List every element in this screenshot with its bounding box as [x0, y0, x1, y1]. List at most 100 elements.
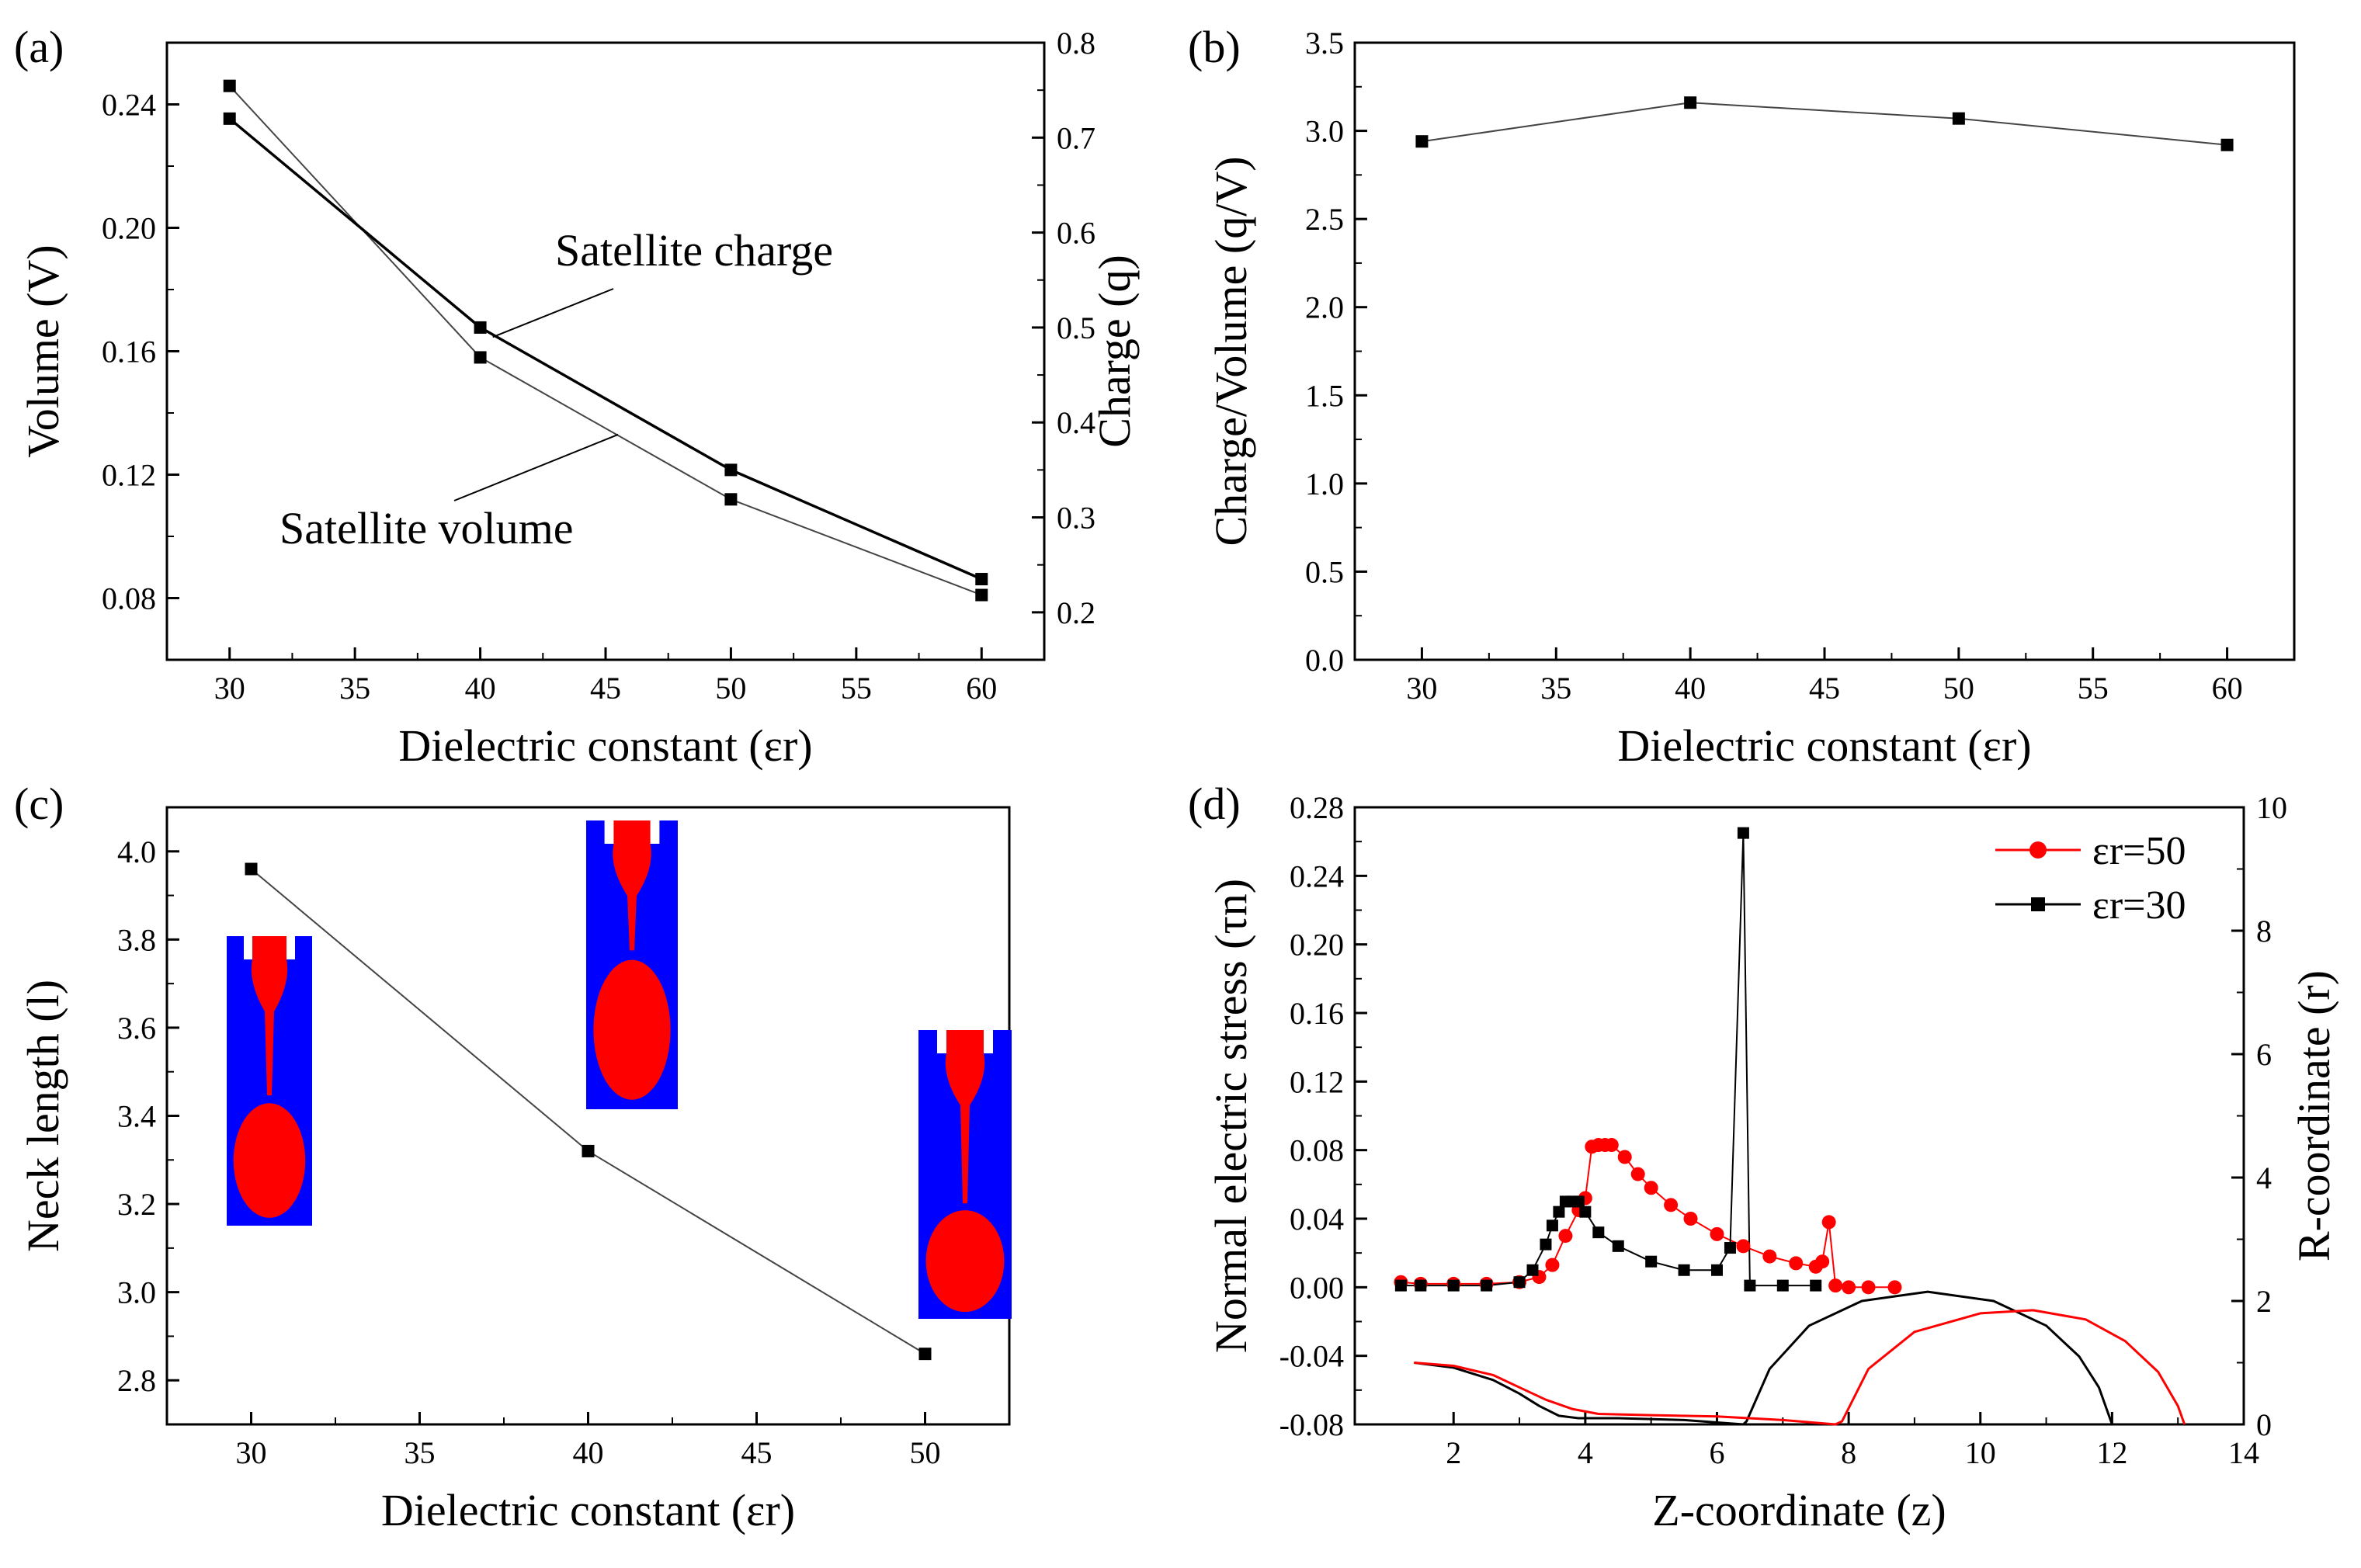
er30-point — [1592, 1226, 1605, 1239]
er50-point — [1683, 1212, 1698, 1226]
er30-point — [1513, 1276, 1526, 1289]
y-tick-label: 0.16 — [102, 335, 156, 369]
ratio-point — [1415, 135, 1429, 148]
y-tick-label: 0.08 — [102, 581, 156, 616]
legend-marker-square — [2031, 897, 2045, 911]
x-tick-label: 2 — [1446, 1435, 1461, 1470]
charge-point — [975, 573, 988, 586]
y-tick-label: 3.8 — [117, 922, 156, 957]
x-tick-label: 14 — [2228, 1435, 2259, 1470]
x-tick-label: 35 — [339, 671, 370, 706]
panel-c: (c) 30 35 40 45 50 2.8 3.0 3.2 3.4 3.6 3.8 4.0 Diele… — [14, 779, 1012, 1535]
er50-point — [1736, 1239, 1751, 1254]
inset-fluid-in-nozzle — [613, 820, 651, 844]
er50-point — [1604, 1138, 1619, 1153]
panel-c-letter: (c) — [14, 779, 64, 829]
er30-point — [1553, 1205, 1565, 1218]
y2-tick-label: 4 — [2256, 1160, 2272, 1195]
x-tick-label: 40 — [1675, 671, 1706, 706]
y2-tick-label: 0.8 — [1057, 26, 1095, 61]
inset-jet-neck — [251, 959, 288, 1096]
panel-a: (a) 30 35 40 45 50 55 60 0.08 0.12 0.16 0.20 0.24 0.… — [14, 22, 1140, 771]
er50-point — [1644, 1181, 1658, 1195]
x-axis-title: Z-coordinate (z) — [1652, 1485, 1946, 1535]
x-tick-label: 6 — [1709, 1435, 1724, 1470]
er30-point — [1710, 1264, 1723, 1276]
inset-fluid-in-nozzle — [946, 1030, 984, 1053]
y-tick-label: 0.24 — [1290, 859, 1344, 893]
profile-er50-line — [1414, 1309, 2186, 1426]
y-tick-label: 0.16 — [1290, 996, 1344, 1031]
x-tick-label: 8 — [1841, 1435, 1856, 1470]
er30-point — [1481, 1279, 1493, 1292]
y-tick-label: 0.04 — [1290, 1202, 1344, 1237]
er30-point — [1737, 827, 1749, 839]
x-axis-title: Dielectric constant (εr) — [398, 720, 812, 771]
annotation-leader — [453, 433, 619, 501]
er50-point — [1762, 1249, 1777, 1264]
er50-point — [1789, 1256, 1804, 1271]
panel-d-letter: (d) — [1188, 779, 1241, 829]
y2-tick-label: 2 — [2256, 1284, 2272, 1319]
y-tick-label: 0.12 — [102, 458, 156, 493]
x-tick-label: 45 — [590, 671, 621, 706]
er30-point — [1678, 1264, 1690, 1276]
y-tick-label: 2.8 — [117, 1363, 156, 1398]
volume-point — [975, 588, 988, 602]
y-tick-label: 3.5 — [1305, 26, 1344, 61]
legend-entry: εr=50 — [2092, 829, 2186, 873]
er50-point — [1664, 1198, 1679, 1212]
neck-length-point — [582, 1144, 595, 1157]
x-tick-label: 45 — [741, 1435, 773, 1470]
simulation-inset — [227, 936, 312, 1226]
y-tick-label: 3.0 — [117, 1275, 156, 1310]
y-tick-label: 1.5 — [1305, 378, 1344, 413]
charge-point — [724, 463, 738, 477]
y-tick-label: 0.08 — [1290, 1133, 1344, 1168]
x-tick-label: 4 — [1578, 1435, 1593, 1470]
y-tick-label: 2.5 — [1305, 202, 1344, 237]
x-tick-label: 10 — [1965, 1435, 1996, 1470]
er30-point — [1810, 1279, 1822, 1292]
y2-tick-label: 0.4 — [1057, 405, 1095, 440]
series-ratio-line — [1422, 102, 2227, 146]
x-tick-label: 55 — [2078, 671, 2109, 706]
ratio-point — [1952, 112, 1965, 125]
y2-tick-label: 6 — [2256, 1037, 2272, 1072]
er30-point — [1526, 1264, 1539, 1276]
x-tick-label: 40 — [465, 671, 496, 706]
inset-jet-neck — [613, 844, 651, 951]
y-tick-label: 3.4 — [117, 1099, 156, 1134]
x-tick-label: 35 — [404, 1435, 436, 1470]
y-tick-label: 4.0 — [117, 834, 156, 869]
y-axis-title: Neck length (l) — [18, 980, 68, 1252]
panel-a-letter: (a) — [14, 22, 64, 72]
plot-frame — [1353, 41, 2296, 661]
y2-tick-label: 0 — [2256, 1407, 2272, 1442]
er30-point — [1415, 1279, 1427, 1292]
y-axis-title: Charge/Volume (q/V) — [1206, 156, 1256, 546]
er50-point — [1828, 1278, 1843, 1293]
er50-point — [1815, 1254, 1830, 1269]
y-axis-title: Volume (V) — [18, 245, 68, 457]
legend-marker-circle — [2029, 841, 2047, 859]
er50-point — [1617, 1150, 1632, 1164]
x-tick-label: 50 — [715, 671, 746, 706]
er30-point — [1572, 1195, 1585, 1208]
plot-frame — [165, 41, 1046, 661]
annotation-satellite-volume: Satellite volume — [280, 503, 574, 553]
y-tick-label: 0.24 — [102, 88, 156, 123]
volume-point — [724, 493, 738, 506]
y-tick-label: 3.0 — [1305, 114, 1344, 149]
er30-point — [1612, 1240, 1624, 1252]
er30-point — [1724, 1242, 1736, 1254]
panel-d: (d) 2 4 6 8 10 12 14 -0.08 -0.04 0.00 0.04 0.08 0.12… — [1188, 779, 2339, 1535]
inset-satellite-drop — [233, 1103, 306, 1218]
er30-point — [1546, 1219, 1558, 1232]
x-tick-label: 50 — [910, 1435, 941, 1470]
x-tick-label: 30 — [214, 671, 245, 706]
y-tick-label: 0.20 — [1290, 928, 1344, 963]
er30-point — [1447, 1279, 1460, 1292]
x-tick-label: 30 — [236, 1435, 267, 1470]
